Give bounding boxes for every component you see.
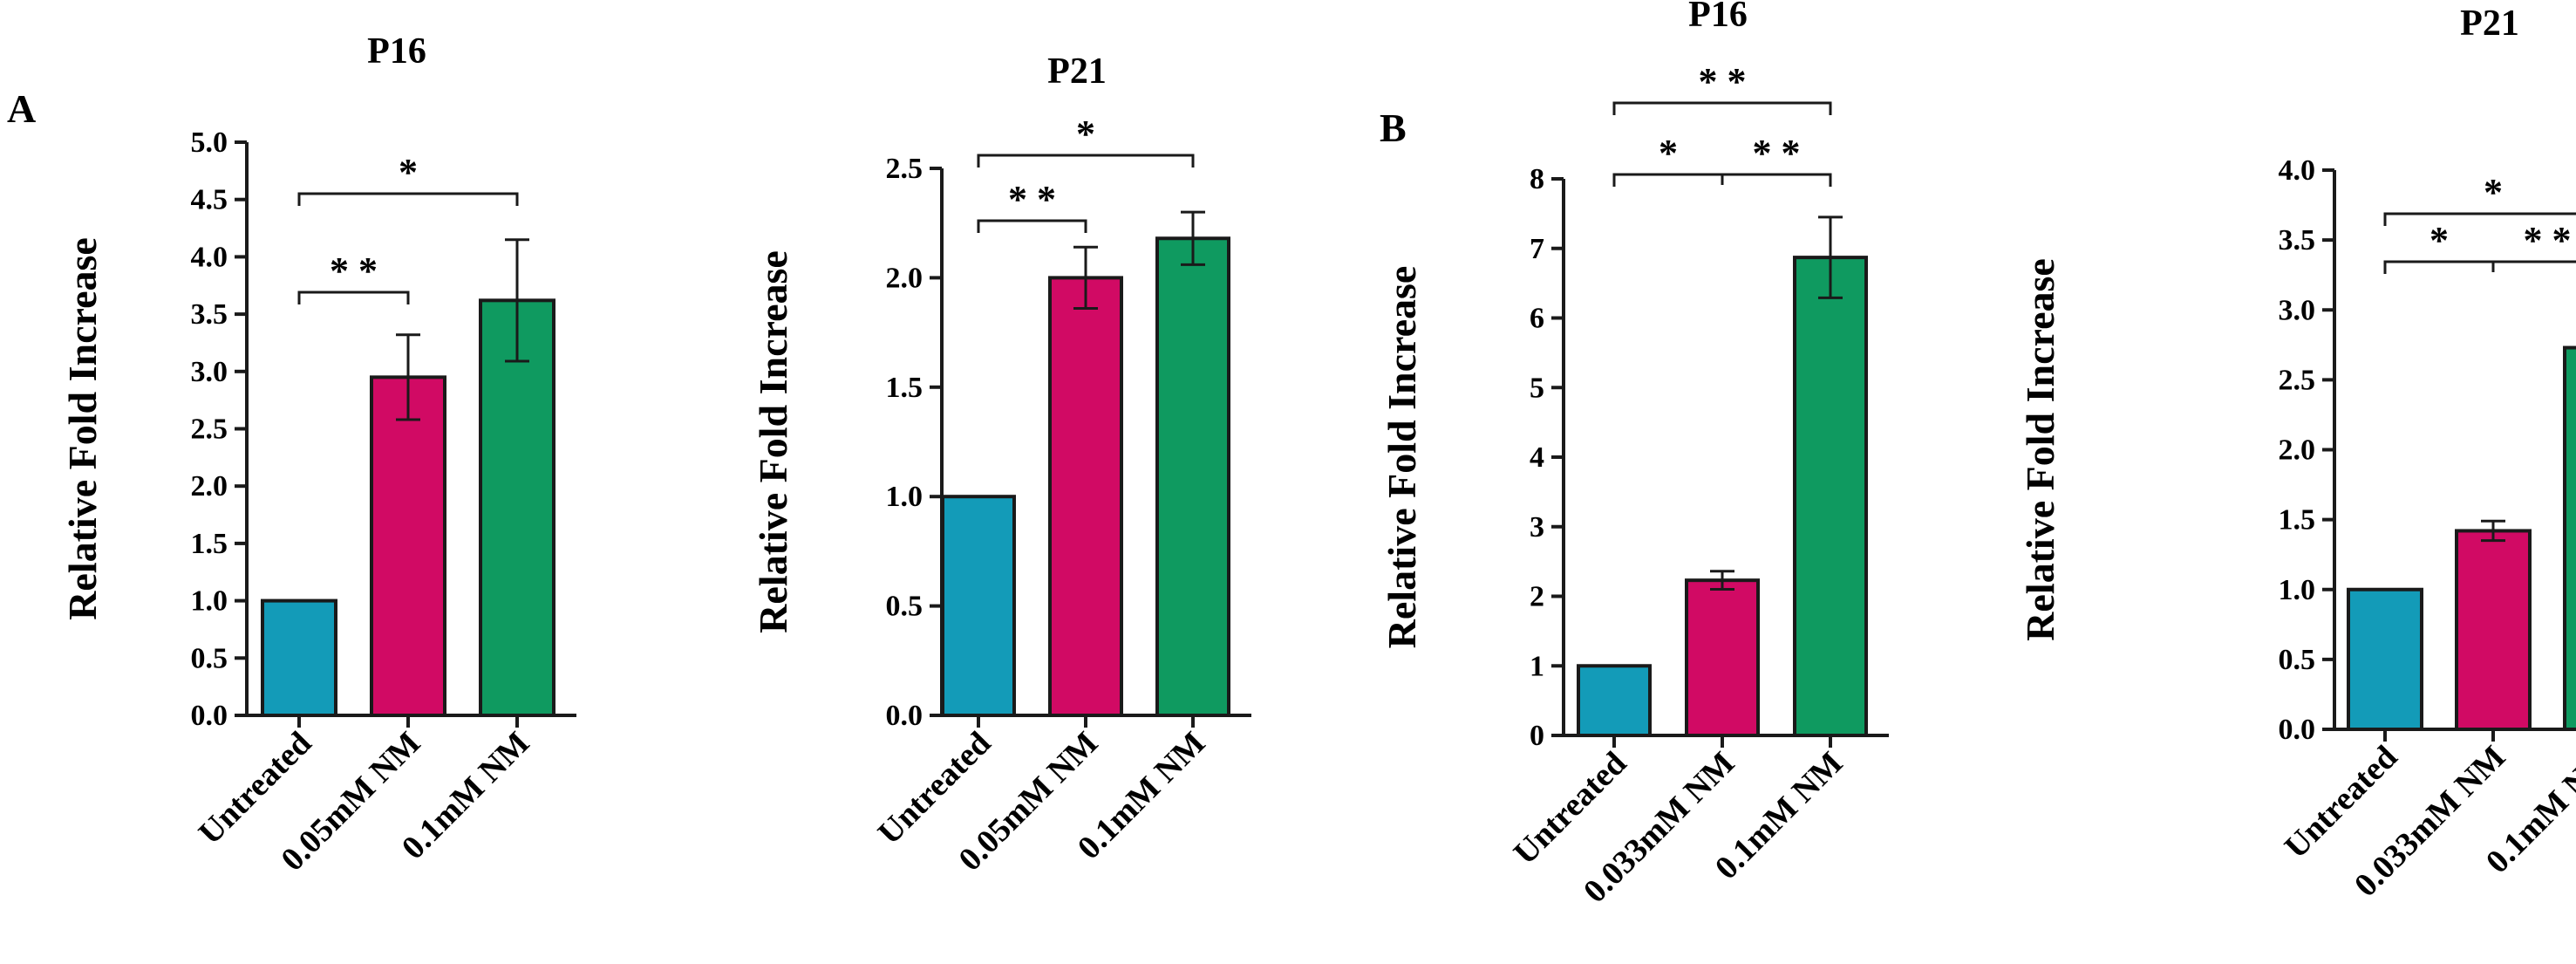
y-tick-label: 0.5 [2279,644,2316,676]
significance-label: * [1076,113,1095,155]
chart-a-p16: P16 Relative Fold Increase 0.0 0.5 1.0 1.5 2.0… [60,31,576,879]
bar-0-1mm-nm [479,298,555,717]
y-tick-label: 5 [1530,372,1544,404]
chart-title: P16 [367,31,426,72]
significance-bracket [2383,212,2576,226]
y-tick-label: 0.5 [886,591,923,623]
y-tick-label: 4 [1530,441,1544,474]
y-tick-label: 1 [1530,650,1544,682]
y-tick-label: 2.0 [2279,434,2316,467]
significance-bracket [2383,260,2576,274]
significance-label: * [2429,219,2449,262]
y-tick-label: 6 [1530,303,1544,335]
bar-0-1mm-nm [1155,236,1230,718]
bar-0-033mm-nm [1685,578,1760,737]
y-tick-label: 3.0 [191,356,228,388]
y-tick-label: 3.5 [2279,224,2316,256]
y-tick-label: 1.0 [2279,574,2316,606]
y-tick-label: 3.5 [191,298,228,331]
significance-bracket [1612,101,1832,115]
y-tick-label: 1.5 [191,528,228,560]
chart-title: P16 [1688,0,1748,35]
y-tick-label: 1.0 [191,585,228,618]
y-tick-label: 0.0 [886,700,923,732]
charts: P16 Relative Fold Increase 0.0 0.5 1.0 1.5 2.0… [60,0,2576,910]
bar-0-05mm-nm [1048,276,1123,717]
chart-title: P21 [1047,51,1107,92]
significance-label: * [1659,132,1678,174]
y-tick-label: 0.5 [191,642,228,674]
significance-bracket [977,154,1195,168]
bar-untreated [1577,664,1652,737]
significance-label: * * [1008,178,1056,221]
bar-0-1mm-nm [1793,256,1868,737]
bar-untreated [261,598,337,717]
bar-untreated [2347,587,2423,731]
y-tick-label: 3.0 [2279,294,2316,326]
significance-bracket [297,192,519,206]
y-tick-label: 4.0 [2279,154,2316,187]
chart-title: P21 [2460,3,2519,44]
significance-bracket [977,219,1087,233]
y-axis-label: Relative Fold Increase [60,237,105,620]
y-tick-label: 1.0 [886,481,923,513]
y-tick-label: 4.5 [191,184,228,216]
bar-0-1mm-nm [2563,345,2576,731]
panel-label-b: B [1380,106,1407,150]
chart-a-p21: P21 Relative Fold Increase 0.0 0.5 1.0 1.5 2.0… [751,51,1251,879]
bar-0-05mm-nm [370,375,446,717]
y-tick-label: 5.0 [191,126,228,159]
y-tick-label: 4.0 [191,241,228,273]
significance-bracket [297,291,410,304]
y-axis-label: Relative Fold Increase [751,250,795,633]
y-axis-label: Relative Fold Increase [2018,258,2062,641]
y-tick-label: 1.5 [886,372,923,404]
y-tick-label: 2.0 [886,262,923,294]
bar-0-033mm-nm [2455,529,2532,731]
significance-label: * * [1753,132,1801,174]
y-tick-label: 0.0 [2279,714,2316,746]
y-tick-label: 0 [1530,720,1544,752]
y-tick-label: 2.5 [2279,364,2316,396]
y-tick-label: 0.0 [191,700,228,732]
bar-untreated [941,495,1016,718]
y-axis-label: Relative Fold Increase [1380,266,1424,649]
y-tick-label: 2 [1530,581,1544,613]
significance-label: * [399,151,418,194]
y-tick-label: 8 [1530,163,1544,195]
y-tick-label: 2.5 [886,153,923,185]
significance-label: * * [2524,219,2572,262]
significance-label: * [2484,171,2503,214]
y-tick-label: 3 [1530,511,1544,544]
y-tick-label: 2.5 [191,414,228,446]
y-tick-label: 2.0 [191,470,228,503]
chart-b-p21: P21 Relative Fold Increase 0.0 0.5 1.0 1.5 2.0… [2018,3,2576,904]
significance-label: * * [330,250,378,292]
y-tick-label: 1.5 [2279,504,2316,537]
significance-label: * * [1699,60,1747,103]
panel-label-a: A [7,86,36,131]
y-tick-label: 7 [1530,233,1544,265]
